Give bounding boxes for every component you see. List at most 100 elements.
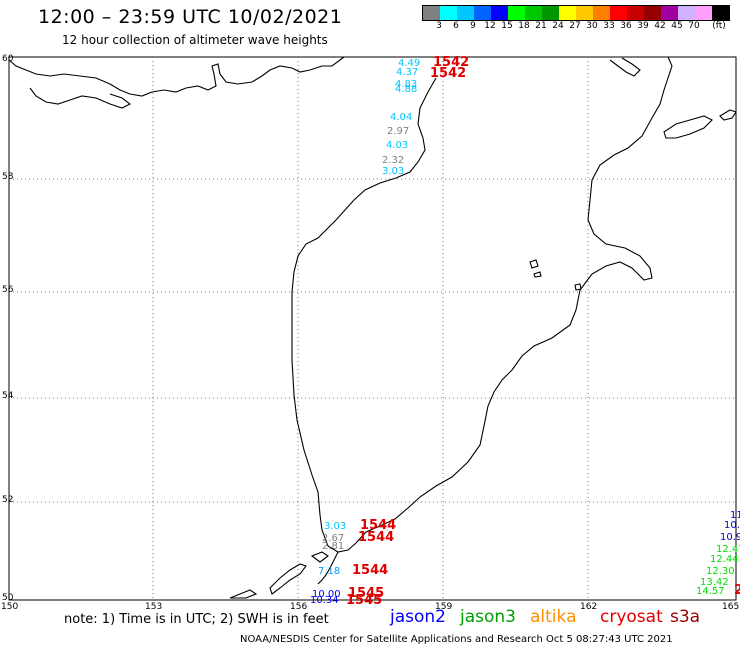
scale-swatch-5 [508, 6, 525, 20]
scale-swatch-17 [712, 6, 729, 20]
scale-swatch-12 [627, 6, 644, 20]
scale-label: 15 [501, 21, 513, 31]
legend-s3a: s3a [670, 607, 701, 627]
scale-label: 18 [518, 21, 530, 31]
karaginsky-island [663, 115, 713, 139]
pass-time-label: 1544 [352, 563, 388, 578]
pass-time-label: 1542 [433, 55, 469, 70]
wave-height-label: 10.34 [310, 595, 339, 606]
longitude-label: 153 [145, 602, 162, 612]
pass-time-label: 1542 [430, 66, 466, 81]
latitude-label: 56 [2, 285, 14, 295]
wave-height-label: 2.97 [387, 126, 409, 137]
wave-height-observations: 4.494.374.834.884.042.974.032.323.033.03… [310, 58, 740, 606]
map-subtitle: 12 hour collection of altimeter wave hei… [62, 33, 328, 47]
legend-cryosat: cryosat [600, 607, 663, 627]
scale-swatch-9 [576, 6, 593, 20]
pass-time-label: 1544 [360, 518, 396, 533]
pass-time-label: 1545 [346, 593, 382, 608]
islet-2 [533, 271, 542, 278]
wave-height-label: 14.57 [696, 586, 725, 597]
wave-height-label: 4.49 [398, 58, 420, 69]
wave-height-label: 4.37 [396, 67, 418, 78]
longitude-label: 150 [1, 602, 18, 612]
peninsula-north [29, 87, 132, 109]
scale-label: 27 [569, 21, 581, 31]
longitude-label: 156 [290, 602, 307, 612]
latitude-label: 54 [2, 391, 14, 401]
latitude-label: 60 [2, 54, 14, 64]
kuril-island-1 [269, 563, 307, 595]
wave-height-label: 4.88 [395, 84, 417, 95]
wave-height-label: 12.30 [706, 566, 735, 577]
color-scale [422, 5, 730, 21]
color-scale-labels: 3 6 9 12 15 18 21 24 27 30 33 36 39 42 45 70 (ft) [422, 21, 740, 33]
scale-label: 12 [484, 21, 496, 31]
wave-height-label: 11 [730, 510, 740, 521]
wave-height-label: 3.03 [324, 521, 346, 532]
scale-swatch-2 [457, 6, 474, 20]
scale-swatch-15 [678, 6, 695, 20]
scale-swatch-4 [491, 6, 508, 20]
coastline [8, 56, 737, 599]
scale-label: 24 [552, 21, 564, 31]
scale-swatch-14 [661, 6, 678, 20]
wave-height-label: 12.47 [716, 544, 740, 555]
scale-swatch-6 [525, 6, 542, 20]
scale-swatch-13 [644, 6, 661, 20]
islet-1 [529, 259, 539, 269]
wave-height-label: 7.18 [318, 566, 340, 577]
scale-label: (ft) [712, 21, 726, 31]
wave-height-label: 10.00 [312, 589, 341, 600]
okhotsk-north-coast [8, 56, 345, 97]
footer-note: note: 1) Time is in UTC; 2) SWH is in fe… [64, 612, 329, 627]
legend-altika: altika [530, 607, 577, 627]
wave-height-label: 2.67 [322, 533, 344, 544]
scale-label: 39 [637, 21, 649, 31]
map-frame [8, 56, 737, 601]
longitude-label: 159 [435, 602, 452, 612]
legend-jason2: jason2 [390, 607, 446, 627]
latitude-label: 58 [2, 172, 14, 182]
islet-3 [574, 283, 582, 291]
scale-label: 42 [654, 21, 666, 31]
longitude-labels: 150 153 156 159 162 165 [1, 602, 739, 612]
scale-label: 30 [586, 21, 598, 31]
kuril-island-2 [229, 589, 258, 599]
scale-label: 70 [688, 21, 700, 31]
commander-island [719, 109, 737, 121]
latitude-labels: 60 58 56 54 52 50 [2, 54, 14, 603]
scale-label: 9 [470, 21, 476, 31]
scale-label: 36 [620, 21, 632, 31]
wave-height-label: 2.81 [322, 541, 344, 552]
scale-swatch-3 [474, 6, 491, 20]
wave-height-label: 4.04 [390, 112, 412, 123]
kamchatka-coast-west [291, 56, 673, 553]
legend-jason3: jason3 [460, 607, 516, 627]
map-title: 12:00 – 23:59 UTC 10/02/2021 [38, 6, 343, 28]
scale-label: 21 [535, 21, 547, 31]
wave-height-label: 4.03 [386, 140, 408, 151]
wave-height-label: 2.32 [382, 155, 404, 166]
scale-swatch-11 [610, 6, 627, 20]
wave-height-label: 10. [724, 520, 740, 531]
longitude-label: 162 [580, 602, 597, 612]
graticule [9, 57, 736, 600]
kamchatka-southern-tip [317, 551, 339, 585]
wave-height-label: 3.03 [382, 166, 404, 177]
scale-label: 6 [453, 21, 459, 31]
wave-height-label: 10.9 [720, 532, 740, 543]
scale-swatch-1 [440, 6, 457, 20]
kuril-island-3 [310, 551, 329, 563]
scale-swatch-16 [695, 6, 712, 20]
scale-label: 33 [603, 21, 615, 31]
latitude-label: 50 [2, 593, 14, 603]
scale-swatch-7 [542, 6, 559, 20]
wave-height-label: 4.83 [395, 79, 417, 90]
latitude-label: 52 [2, 495, 13, 505]
pass-time-label: 2 [734, 583, 740, 598]
pass-time-label: 1544 [358, 530, 394, 545]
pass-time-label: 1545 [348, 586, 384, 601]
wave-height-label: 12.44 [710, 554, 739, 565]
